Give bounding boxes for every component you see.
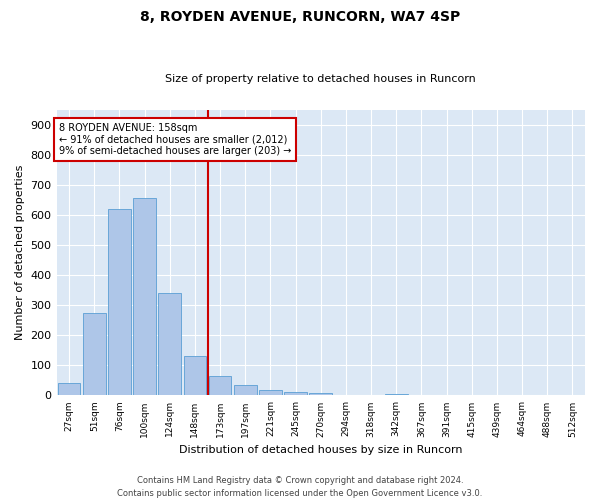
Bar (284, 392, 307, 396)
X-axis label: Distribution of detached houses by size in Runcorn: Distribution of detached houses by size … (179, 445, 463, 455)
Y-axis label: Number of detached properties: Number of detached properties (15, 165, 25, 340)
Bar (259, 390, 282, 396)
Text: 8, ROYDEN AVENUE, RUNCORN, WA7 4SP: 8, ROYDEN AVENUE, RUNCORN, WA7 4SP (140, 10, 460, 24)
Bar (83, 312, 106, 396)
Bar (234, 385, 257, 396)
Title: Size of property relative to detached houses in Runcorn: Size of property relative to detached ho… (166, 74, 476, 84)
Bar (58, 384, 80, 396)
Bar (385, 394, 407, 396)
Bar (184, 356, 206, 396)
Bar (158, 293, 181, 396)
Bar (209, 376, 232, 396)
Bar (133, 198, 156, 396)
Bar (310, 394, 332, 396)
Text: 8 ROYDEN AVENUE: 158sqm
← 91% of detached houses are smaller (2,012)
9% of semi-: 8 ROYDEN AVENUE: 158sqm ← 91% of detache… (59, 122, 292, 156)
Text: Contains HM Land Registry data © Crown copyright and database right 2024.
Contai: Contains HM Land Registry data © Crown c… (118, 476, 482, 498)
Bar (108, 209, 131, 396)
